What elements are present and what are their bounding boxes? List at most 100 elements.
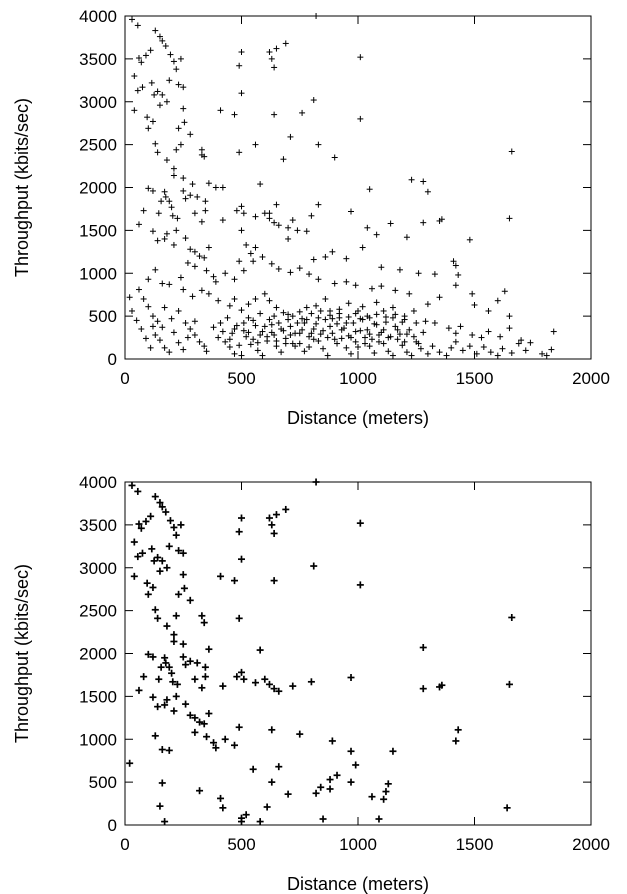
scatter-point: [219, 217, 226, 224]
scatter-point: [457, 323, 464, 330]
scatter-point: [410, 307, 417, 314]
scatter-point: [163, 98, 170, 105]
scatter-point: [161, 235, 168, 242]
scatter-point: [373, 231, 380, 238]
scatter-point: [205, 290, 212, 297]
scatter-point: [238, 814, 245, 822]
scatter-point: [384, 780, 392, 788]
scatter-point: [162, 43, 169, 50]
scatter-point: [156, 102, 163, 109]
scatter-point: [173, 66, 180, 73]
scatter-point: [271, 313, 278, 320]
scatter-point: [275, 763, 283, 771]
scatter-point: [406, 290, 413, 297]
scatter-point: [333, 771, 341, 779]
scatter-point: [271, 331, 278, 338]
scatter-point: [315, 337, 322, 344]
scatter-point: [177, 274, 184, 281]
scatter-point: [145, 185, 152, 192]
scatter-point: [202, 198, 209, 205]
scatter-point: [231, 577, 239, 585]
scatter-point: [151, 606, 159, 614]
scatter-point: [128, 481, 136, 489]
scatter-point: [310, 97, 317, 104]
scatter-point: [329, 330, 336, 337]
scatter-point: [471, 301, 478, 308]
scatter-point: [170, 637, 178, 645]
scatter-point: [310, 562, 318, 570]
scatter-point: [313, 302, 320, 309]
scatter-point: [392, 323, 399, 330]
scatter-point: [273, 201, 280, 208]
scatter-point: [175, 307, 182, 314]
scatter-point: [357, 327, 364, 334]
scatter-point: [165, 746, 173, 754]
scatter-point: [179, 640, 187, 648]
scatter-point: [135, 520, 143, 528]
scatter-point: [408, 352, 415, 359]
scatter-point: [156, 802, 164, 810]
scatter-point: [245, 301, 252, 308]
scatter-point: [380, 326, 387, 333]
scatter-point: [196, 253, 203, 260]
scatter-point: [191, 331, 198, 338]
scatter-point: [134, 22, 141, 29]
scatter-point: [238, 49, 245, 56]
scatter-point: [226, 302, 233, 309]
scatter-point: [212, 184, 219, 191]
scatter-point: [252, 141, 259, 148]
scatter-point: [162, 193, 169, 200]
x-tick-label: 0: [120, 369, 129, 388]
scatter-point: [268, 55, 275, 62]
scatter-point: [289, 217, 296, 224]
scatter-point: [287, 331, 294, 338]
scatter-point: [233, 322, 240, 329]
scatter-point: [445, 325, 452, 332]
scatter-point: [280, 156, 287, 163]
scatter-point: [273, 337, 280, 344]
scatter-point: [543, 352, 550, 359]
x-tick-label: 1500: [456, 835, 494, 854]
scatter-point: [224, 314, 231, 321]
scatter-point: [399, 342, 406, 349]
scatter-point: [382, 788, 390, 796]
scatter-point: [254, 339, 261, 346]
scatter-point: [312, 478, 320, 486]
scatter-point: [438, 216, 445, 223]
scatter-point: [167, 51, 174, 58]
scatter-point: [331, 154, 338, 161]
scatter-point: [233, 207, 240, 214]
scatter-point: [431, 271, 438, 278]
scatter-point: [424, 301, 431, 308]
scatter-point: [154, 614, 162, 622]
scatter-point: [179, 549, 187, 557]
data-points: [126, 13, 557, 359]
scatter-point: [315, 141, 322, 148]
x-tick-label: 0: [120, 835, 129, 854]
scatter-point: [203, 267, 210, 274]
scatter-point: [226, 343, 233, 350]
scatter-point: [152, 266, 159, 273]
scatter-point: [191, 248, 198, 255]
y-tick-label: 3500: [79, 516, 117, 535]
scatter-point: [282, 335, 289, 342]
scatter-point: [158, 198, 165, 205]
scatter-point: [273, 304, 280, 311]
scatter-point: [187, 246, 194, 253]
scatter-point: [144, 650, 152, 658]
scatter-point: [217, 794, 225, 802]
scatter-point: [452, 262, 459, 269]
scatter-point: [184, 259, 191, 266]
scatter-point: [356, 519, 364, 527]
scatter-point: [394, 326, 401, 333]
scatter-point: [151, 732, 159, 740]
scatter-point: [155, 675, 163, 683]
scatter-point: [443, 352, 450, 359]
scatter-point: [236, 342, 243, 349]
scatter-point: [229, 330, 236, 337]
scatter-point: [149, 187, 156, 194]
scatter-panel-bottom: 0 500 1000 1500 2000 0 500 1000 1500 2000 2500 3000…: [12, 473, 610, 894]
scatter-point: [140, 295, 147, 302]
scatter-point: [473, 350, 480, 357]
scatter-point: [287, 133, 294, 140]
